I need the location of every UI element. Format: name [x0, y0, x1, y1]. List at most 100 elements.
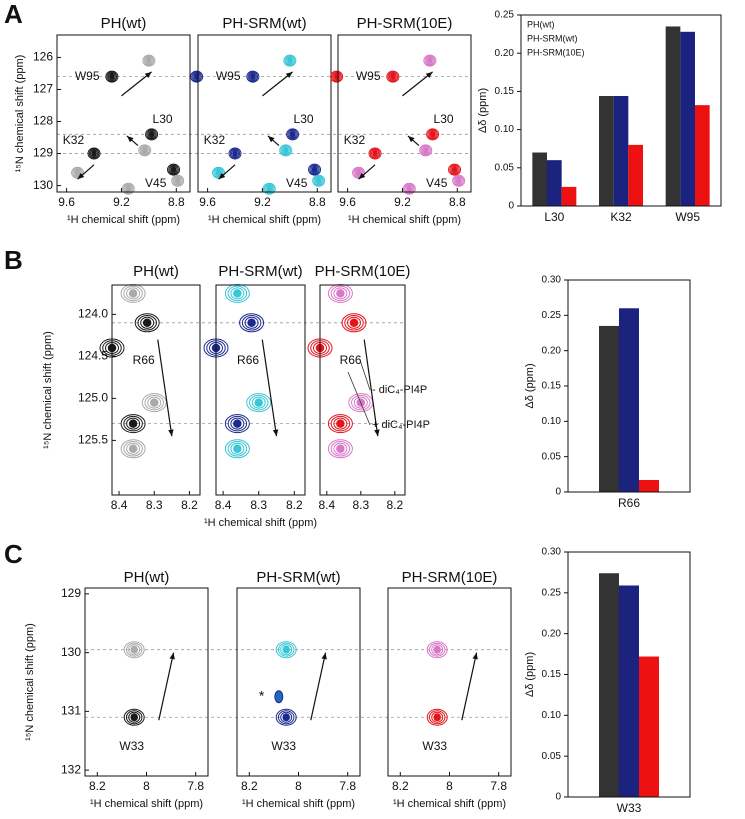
spectrum-title: PH(wt) [101, 15, 147, 32]
contour [327, 283, 353, 303]
y-axis-label: Δδ (ppm) [477, 88, 489, 133]
x-tick-label: 8.8 [449, 195, 466, 209]
contour [147, 396, 162, 409]
bar [619, 585, 639, 797]
contour [230, 287, 245, 300]
contour [286, 128, 300, 141]
contour [332, 72, 341, 81]
contour [287, 57, 293, 65]
x-tick-label: 8.2 [386, 498, 403, 512]
spectrum-title: PH-SRM(wt) [222, 15, 306, 32]
bar [639, 656, 659, 797]
x-tick-label: 8.2 [392, 779, 409, 793]
contour [91, 150, 97, 157]
contour [142, 146, 148, 154]
contour [227, 415, 248, 432]
contour [228, 147, 242, 160]
contour [283, 146, 289, 154]
arrow-head [374, 429, 380, 437]
bar [599, 95, 614, 206]
y-tick-label: 0.20 [542, 628, 562, 639]
residue-label: V45 [286, 176, 308, 190]
contour [421, 146, 430, 155]
contour [214, 168, 223, 178]
contour [190, 70, 204, 83]
spectrum-title: PH-SRM(10E) [357, 15, 453, 32]
x-tick-label: W33 [617, 801, 642, 815]
x-axis-label: ¹H chemical shift (ppm) [204, 517, 317, 529]
y-tick-label: 126 [33, 50, 53, 64]
spectrum-frame [236, 587, 361, 777]
contour [427, 57, 433, 65]
contour [232, 150, 238, 157]
arrow-head [358, 172, 366, 180]
contour [144, 394, 164, 411]
y-tick-label: 125.0 [78, 391, 108, 405]
contour [90, 149, 99, 158]
arrow-head [144, 71, 152, 78]
contour [284, 55, 296, 66]
shift-arrow [363, 339, 379, 437]
residue-label: K32 [63, 133, 85, 147]
y-tick-label: 0.25 [542, 587, 562, 598]
shift-arrow [461, 652, 478, 721]
spectrum-title: PH-SRM(10E) [402, 569, 498, 586]
y-tick-label: 0.30 [542, 547, 562, 558]
contour [452, 174, 466, 187]
contour [212, 166, 226, 179]
contour [369, 148, 381, 159]
bar [628, 144, 643, 206]
contour [126, 417, 141, 430]
y-tick-label: 0.15 [542, 381, 562, 392]
bar [695, 105, 710, 206]
contour [282, 645, 290, 654]
y-tick-label: 0.30 [542, 275, 562, 286]
contour [128, 711, 141, 723]
spectrum-frame [84, 587, 209, 777]
bar [639, 479, 659, 492]
x-tick-label: W95 [675, 210, 700, 224]
contour [336, 289, 345, 298]
contour [246, 393, 272, 413]
contour [404, 183, 415, 194]
contour [448, 163, 462, 176]
y-tick-label: 0.05 [542, 751, 562, 762]
spectrum-title: PH-SRM(10E) [315, 263, 411, 280]
contour [371, 149, 380, 158]
contour [170, 166, 177, 173]
spectrum-title: PH-SRM(wt) [256, 569, 340, 586]
contour [247, 318, 256, 328]
x-tick-label: 8.3 [352, 498, 369, 512]
contour [233, 444, 242, 454]
contour [168, 164, 179, 175]
spectrum-title: PH-SRM(wt) [218, 263, 302, 280]
y-tick-label: 0.20 [495, 48, 515, 59]
legend-label: PH(wt) [527, 19, 555, 29]
x-tick-label: 8.4 [111, 498, 128, 512]
contour [333, 287, 348, 300]
x-axis-label: ¹H chemical shift (ppm) [242, 798, 355, 810]
contour [128, 289, 138, 298]
contour [387, 71, 399, 82]
x-axis-label: ¹H chemical shift (ppm) [393, 798, 506, 810]
spectrum-frame [197, 34, 332, 193]
x-tick-label: 9.6 [199, 195, 216, 209]
contour [453, 175, 464, 186]
arrow-head [272, 429, 279, 437]
x-tick-label: 9.2 [394, 195, 411, 209]
contour [167, 163, 181, 176]
marker-label: * [259, 687, 265, 703]
x-tick-label: 8.2 [181, 498, 198, 512]
y-axis-label: Δδ (ppm) [524, 652, 536, 697]
contour [425, 56, 434, 65]
contour [327, 439, 353, 459]
x-tick-label: 8 [446, 779, 453, 793]
contour [405, 184, 414, 194]
contour [428, 130, 437, 139]
contour [420, 145, 432, 156]
bar [619, 308, 639, 492]
contour [123, 441, 143, 457]
shift-arrow [158, 652, 175, 721]
contour [283, 54, 297, 67]
